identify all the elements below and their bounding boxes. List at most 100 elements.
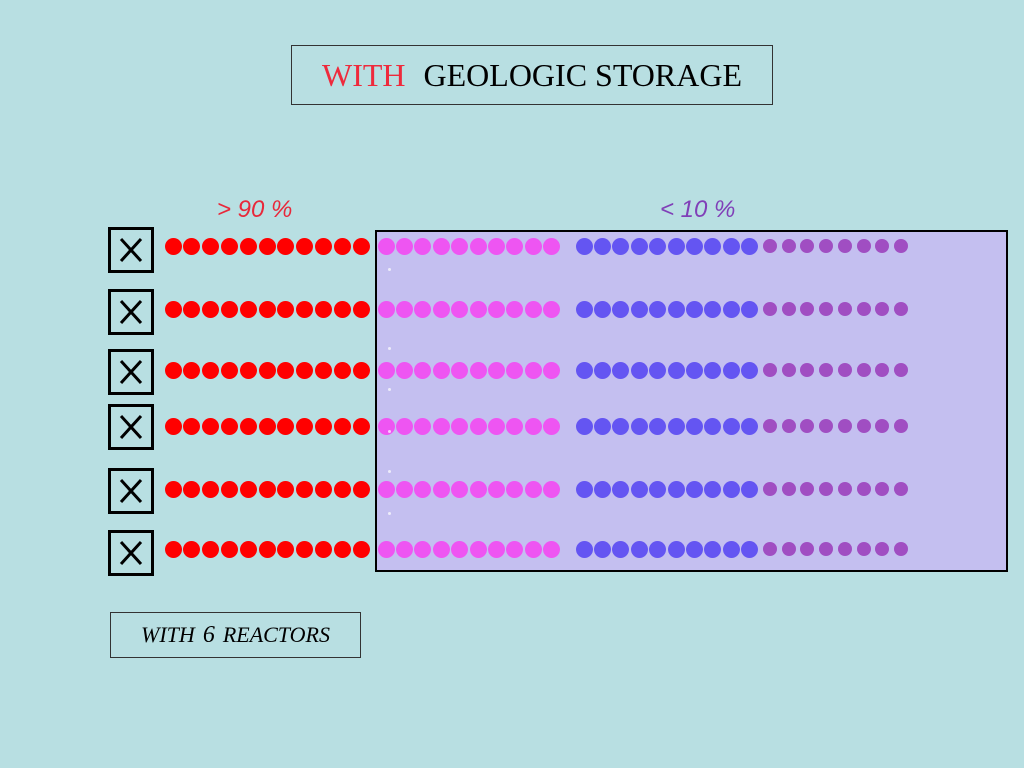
dot-row-5-group-2 [543,480,561,498]
dot-row-5-group-4 [893,482,908,496]
dot-row-1-group-3 [704,237,722,255]
dot-row-6-group-2 [487,540,505,558]
dot-row-3-group-2 [524,361,542,379]
dot-row-2-group-1 [258,300,276,318]
dot-row-2-group-4 [856,302,871,316]
dot-row-4-group-3 [649,417,667,435]
dot-row-6-group-2 [469,540,487,558]
dot-row-5-group-4 [800,482,815,496]
dot-row-6-group-2 [414,540,432,558]
dot-row-4-group-4 [875,419,890,433]
dot-row-4-group-2 [543,417,561,435]
dot-row-5-group-2 [414,480,432,498]
dot-row-6-group-4 [800,542,815,556]
dot-row-4-group-1 [183,417,201,435]
dot-row-3-group-1 [202,361,220,379]
dot-row-3-group-3 [593,361,611,379]
dot-row-3-group-2 [451,361,469,379]
dot-row-5-group-4 [781,482,796,496]
dot-row-1-group-2 [377,237,395,255]
dot-row-2-group-4 [800,302,815,316]
dot-row-1-group-4 [781,239,796,253]
dot-row-3-group-3 [630,361,648,379]
dot-row-4-group-1 [314,417,332,435]
dot-row-5-group-3 [649,480,667,498]
dot-row-4-group-1 [164,417,182,435]
dot-row-5-group-1 [333,480,351,498]
dot-row-1-group-1 [296,237,314,255]
speck-5 [388,470,391,473]
dot-row-6-group-3 [667,540,685,558]
speck-2 [388,347,391,350]
dot-row-3-group-2 [432,361,450,379]
dot-row-5-group-1 [202,480,220,498]
dot-row-1-group-3 [575,237,593,255]
dot-row-4-group-1 [220,417,238,435]
dot-row-5-group-2 [469,480,487,498]
dot-row-2-group-2 [395,300,413,318]
dot-row-2-group-3 [630,300,648,318]
dot-row-2-group-2 [414,300,432,318]
dot-row-6-group-1 [314,540,332,558]
dot-row-3-group-1 [296,361,314,379]
dot-row-2-group-1 [352,300,370,318]
dot-row-3-group-4 [893,363,908,377]
dot-row-4-group-3 [593,417,611,435]
dot-row-2-group-2 [524,300,542,318]
high-percentage-label: > 90 % [217,196,293,223]
dot-row-4-group-3 [612,417,630,435]
dot-row-3-group-3 [685,361,703,379]
dot-row-2-group-3 [741,300,759,318]
dot-row-3-group-4 [856,363,871,377]
dot-row-1-group-1 [277,237,295,255]
dot-row-6-group-1 [296,540,314,558]
dot-row-6-group-1 [183,540,201,558]
dot-row-1-group-3 [685,237,703,255]
dot-row-6-group-1 [202,540,220,558]
dot-row-5-group-1 [258,480,276,498]
dot-row-3-group-2 [377,361,395,379]
dot-row-5-group-3 [741,480,759,498]
dot-row-3-group-1 [239,361,257,379]
dot-row-5-group-2 [377,480,395,498]
dot-row-2-group-2 [432,300,450,318]
dot-row-4-group-2 [469,417,487,435]
speck-4 [388,430,391,433]
dot-row-6-group-2 [377,540,395,558]
caption-suffix: REACTORS [222,622,330,647]
dot-row-1-group-4 [800,239,815,253]
dot-row-1-group-4 [875,239,890,253]
dot-row-1-group-2 [395,237,413,255]
dot-row-1-group-1 [352,237,370,255]
dot-row-5-group-3 [575,480,593,498]
dot-row-4-group-2 [451,417,469,435]
dot-row-6-group-2 [432,540,450,558]
dot-row-1-group-4 [893,239,908,253]
dot-row-4-group-2 [524,417,542,435]
dot-row-1-group-2 [432,237,450,255]
dot-row-2-group-2 [487,300,505,318]
dot-row-3-group-1 [277,361,295,379]
dot-row-4-group-2 [432,417,450,435]
dot-row-2-group-3 [685,300,703,318]
dot-row-5-group-3 [593,480,611,498]
dot-row-1-group-3 [667,237,685,255]
dot-row-2-group-1 [277,300,295,318]
dot-row-2-group-1 [296,300,314,318]
dot-row-3-group-3 [722,361,740,379]
dot-row-4-group-3 [575,417,593,435]
dot-row-6-group-1 [164,540,182,558]
dot-row-4-group-3 [667,417,685,435]
dot-row-4-group-1 [239,417,257,435]
dot-row-1-group-1 [333,237,351,255]
title-text: GEOLOGIC STORAGE [423,56,743,93]
dot-row-1-group-1 [164,237,182,255]
dot-row-5-group-4 [837,482,852,496]
dot-row-2-group-3 [575,300,593,318]
dot-row-6-group-2 [524,540,542,558]
dot-row-3-group-3 [649,361,667,379]
dot-row-4-group-4 [893,419,908,433]
dot-row-6-group-4 [781,542,796,556]
dot-row-1-group-1 [239,237,257,255]
dot-row-6-group-4 [837,542,852,556]
